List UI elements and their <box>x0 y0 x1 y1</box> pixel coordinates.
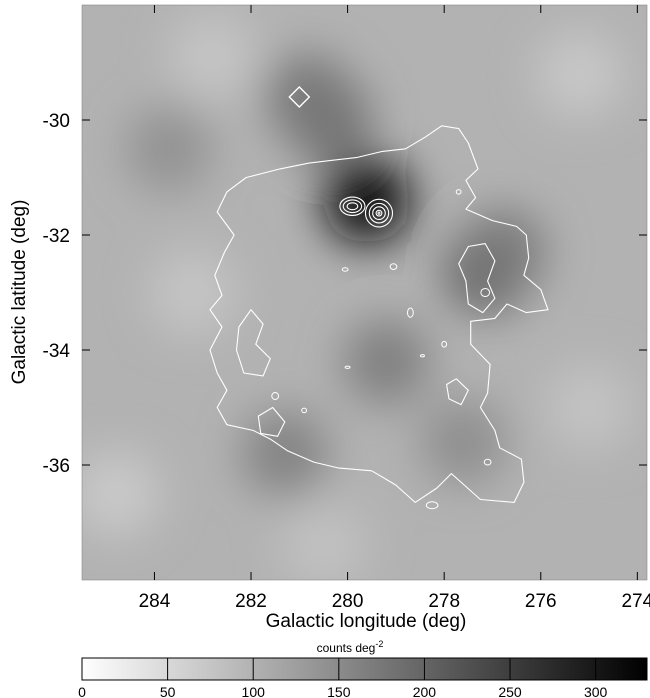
y-axis-ticks: -30 -32 -34 -36 <box>43 111 647 477</box>
peak-a-level-2 <box>372 206 386 221</box>
intensity-blobs <box>82 13 633 580</box>
outer-contour <box>209 125 549 503</box>
colorbar <box>81 657 648 681</box>
intensity-peak-6 <box>241 410 328 497</box>
small-contour-4 <box>480 287 491 298</box>
intensity-peak-14 <box>169 13 256 100</box>
intensity-peak-13 <box>280 502 367 580</box>
intensity-peak-4 <box>459 209 546 296</box>
inner-contours <box>235 243 496 437</box>
colorbar-tick-label-150: 150 <box>327 684 351 698</box>
colorbar-ticks: 0 50 100 150 200 250 300 <box>78 658 608 698</box>
intensity-peak-9 <box>149 249 237 336</box>
inner-contour-south-hole <box>446 378 469 406</box>
peak-a-level-4 <box>377 211 381 215</box>
x-tick-label-276: 276 <box>525 591 557 612</box>
peak-b-level-0 <box>339 196 366 217</box>
peak-a-level-3 <box>375 209 383 217</box>
intensity-peak-12 <box>82 450 159 537</box>
colorbar-tick-label-250: 250 <box>498 684 522 698</box>
colorbar-tick-label-0: 0 <box>78 684 86 698</box>
small-contour-2 <box>406 307 414 318</box>
intensity-peak-8 <box>125 105 213 192</box>
peak-a-level-1 <box>368 202 390 224</box>
small-contour-7 <box>425 501 439 510</box>
x-tick-label-274: 274 <box>621 591 650 612</box>
peak-b-level-2 <box>346 202 359 211</box>
x-tick-label-278: 278 <box>428 591 460 612</box>
intensity-peak-11 <box>545 364 633 451</box>
x-tick-label-282: 282 <box>235 591 267 612</box>
x-axis-label: Galactic longitude (deg) <box>266 611 467 632</box>
x-axis-ticks: 284 282 280 278 276 274 <box>139 5 650 612</box>
intensity-peak-10 <box>536 30 623 118</box>
small-contour-6 <box>420 354 425 358</box>
small-contour-8 <box>483 458 492 466</box>
intensity-peak-5 <box>343 318 430 405</box>
colorbar-label-exponent: -2 <box>375 639 383 649</box>
small-contour-0 <box>341 267 349 272</box>
small-contour-1 <box>389 263 398 270</box>
colorbar-tick-label-300: 300 <box>584 684 608 698</box>
peak-a-level-0 <box>364 198 394 228</box>
x-tick-label-280: 280 <box>332 591 364 612</box>
plot-frame <box>81 4 648 581</box>
colorbar-label-text: counts deg <box>317 641 376 655</box>
colorbar-tick-label-50: 50 <box>160 684 176 698</box>
y-tick-label--36: -36 <box>43 456 70 477</box>
y-axis-label: Galactic latitude (deg) <box>9 200 30 385</box>
y-tick-label--34: -34 <box>43 341 71 362</box>
peak-contours <box>339 196 394 228</box>
intensity-map <box>82 5 647 580</box>
inner-contour-west-island <box>458 243 496 314</box>
source-diamond-marker <box>288 86 311 108</box>
colorbar-tick-label-200: 200 <box>413 684 437 698</box>
x-tick-label-284: 284 <box>139 591 171 612</box>
inner-contour-southeast-pocket <box>257 406 286 437</box>
small-contour-9 <box>271 392 280 400</box>
small-contour-11 <box>455 189 462 195</box>
small-contour-3 <box>441 340 448 348</box>
small-contour-5 <box>344 365 351 369</box>
colorbar-label: counts deg-2 <box>317 639 384 655</box>
contour-overlay <box>209 86 549 510</box>
inner-contour-east-island <box>235 309 271 377</box>
y-tick-label--32: -32 <box>43 226 70 247</box>
peak-b-level-1 <box>342 199 363 214</box>
small-contours <box>271 189 492 510</box>
y-tick-label--30: -30 <box>43 111 70 132</box>
small-contour-10 <box>301 407 308 414</box>
intensity-peak-0 <box>323 157 411 244</box>
colorbar-tick-label-100: 100 <box>242 684 266 698</box>
intensity-peak-7 <box>420 398 507 486</box>
